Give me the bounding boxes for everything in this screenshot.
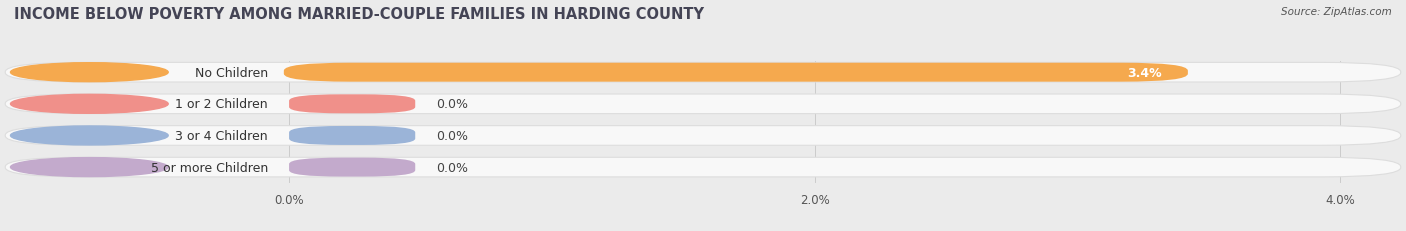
FancyBboxPatch shape — [6, 158, 1400, 177]
FancyBboxPatch shape — [284, 64, 1188, 82]
FancyBboxPatch shape — [290, 95, 415, 114]
Text: 3 or 4 Children: 3 or 4 Children — [176, 129, 269, 142]
Circle shape — [10, 126, 169, 145]
Text: Source: ZipAtlas.com: Source: ZipAtlas.com — [1281, 7, 1392, 17]
Text: 0.0%: 0.0% — [436, 98, 468, 111]
Text: 0.0%: 0.0% — [436, 161, 468, 174]
Circle shape — [10, 64, 169, 82]
Text: No Children: No Children — [195, 66, 269, 79]
FancyBboxPatch shape — [6, 95, 1400, 114]
Circle shape — [10, 158, 169, 177]
FancyBboxPatch shape — [290, 158, 415, 177]
Text: 0.0%: 0.0% — [436, 129, 468, 142]
Circle shape — [10, 95, 169, 114]
Text: 5 or more Children: 5 or more Children — [150, 161, 269, 174]
Text: 1 or 2 Children: 1 or 2 Children — [176, 98, 269, 111]
FancyBboxPatch shape — [290, 126, 415, 145]
Text: INCOME BELOW POVERTY AMONG MARRIED-COUPLE FAMILIES IN HARDING COUNTY: INCOME BELOW POVERTY AMONG MARRIED-COUPL… — [14, 7, 704, 22]
Text: 3.4%: 3.4% — [1128, 66, 1161, 79]
FancyBboxPatch shape — [6, 63, 1400, 83]
FancyBboxPatch shape — [6, 126, 1400, 146]
